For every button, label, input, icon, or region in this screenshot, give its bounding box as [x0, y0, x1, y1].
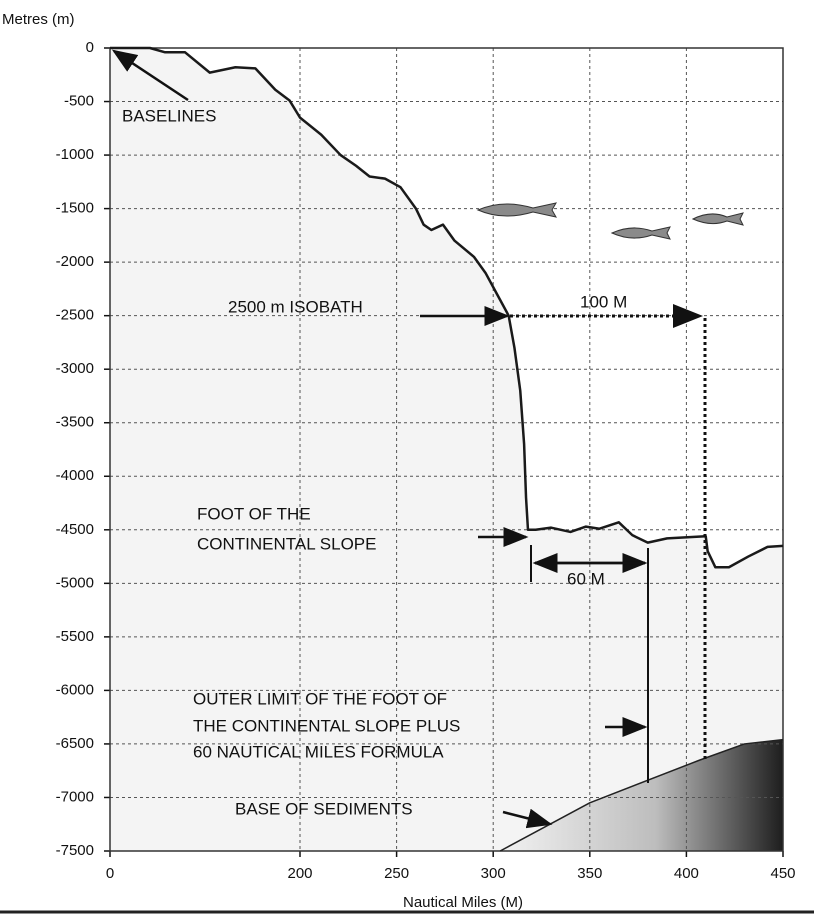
y-tick-label: -6000	[56, 681, 94, 698]
x-tick-label: 0	[106, 865, 114, 882]
annotation: 2500 m ISOBATH	[228, 297, 363, 316]
annotation: CONTINENTAL SLOPE	[197, 534, 376, 553]
y-tick-label: -5500	[56, 628, 94, 645]
fish-icon	[476, 202, 557, 218]
y-tick-label: -7000	[56, 788, 94, 805]
annotation: OUTER LIMIT OF THE FOOT OF	[193, 689, 447, 708]
arrow	[502, 808, 553, 829]
fish-icon	[610, 226, 671, 240]
sediment-area	[500, 739, 783, 851]
y-tick-label: -7500	[56, 842, 94, 859]
y-tick-label: -1000	[56, 146, 94, 163]
annotation: FOOT OF THE	[197, 504, 311, 523]
y-axis-label: Metres (m)	[2, 11, 75, 28]
y-tick-label: -4000	[56, 467, 94, 484]
annotation: 60 NAUTICAL MILES FORMULA	[193, 742, 444, 761]
x-tick-label: 450	[770, 865, 795, 882]
y-tick-label: -1500	[56, 200, 94, 217]
x-tick-label: 200	[287, 865, 312, 882]
fish-icon	[691, 212, 744, 226]
annotation: BASELINES	[122, 106, 217, 125]
plot-frame	[109, 47, 784, 852]
y-tick-label: -5000	[56, 574, 94, 591]
annotation: 100 M	[580, 292, 627, 311]
y-tick-label: -2000	[56, 253, 94, 270]
annotation: THE CONTINENTAL SLOPE PLUS	[193, 716, 460, 735]
y-tick-label: -4500	[56, 521, 94, 538]
seabed-profile	[110, 46, 784, 569]
x-tick-label: 350	[577, 865, 602, 882]
x-axis-label: Nautical Miles (M)	[403, 894, 523, 911]
sediment-base	[499, 738, 784, 852]
x-tick-label: 300	[481, 865, 506, 882]
y-tick-label: -3500	[56, 414, 94, 431]
annotation: 60 M	[567, 569, 605, 588]
x-tick-label: 400	[674, 865, 699, 882]
arrow	[111, 49, 189, 102]
x-tick-label: 250	[384, 865, 409, 882]
y-tick-label: 0	[86, 39, 94, 56]
y-tick-label: -500	[64, 93, 94, 110]
y-tick-label: -3000	[56, 360, 94, 377]
seabed-area	[110, 48, 783, 851]
annotation: BASE OF SEDIMENTS	[235, 799, 413, 818]
y-tick-label: -6500	[56, 735, 94, 752]
y-tick-label: -2500	[56, 307, 94, 324]
